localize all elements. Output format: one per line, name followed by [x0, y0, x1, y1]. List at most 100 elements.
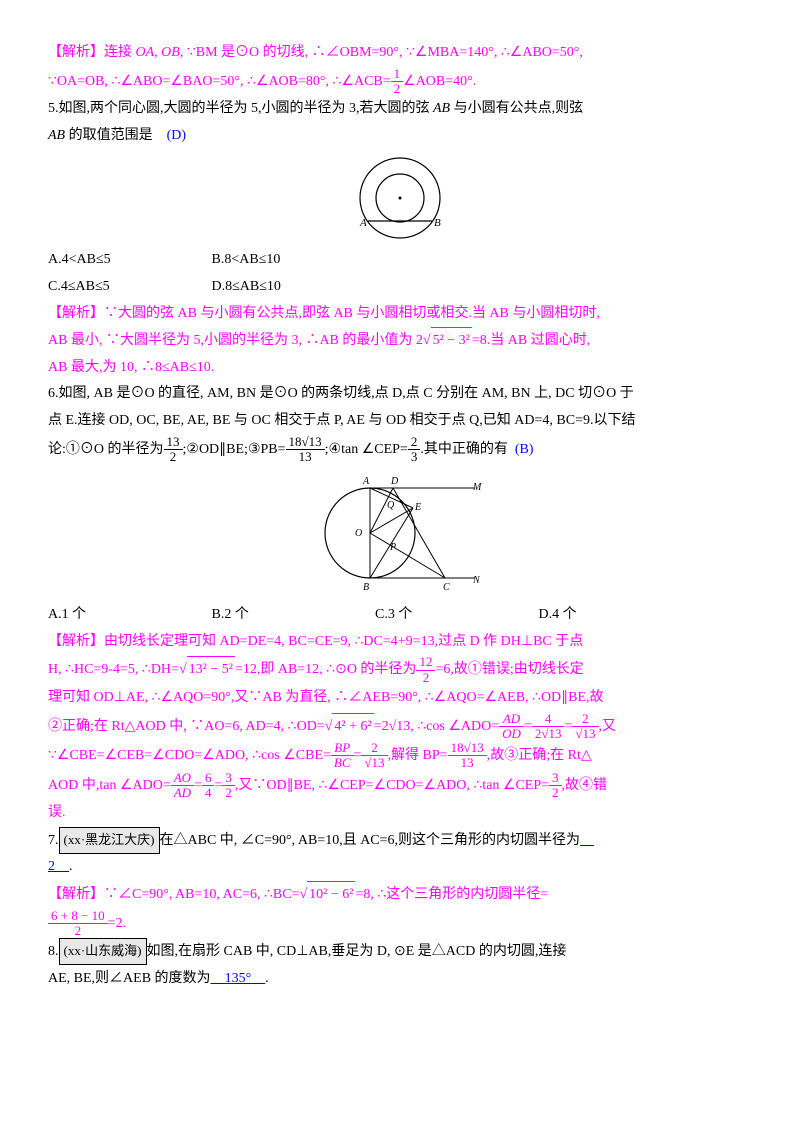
t: ∵∠CBE=∠CEB=∠CDO=∠ADO, ∴cos ∠CBE= [48, 748, 331, 763]
d: AD [171, 786, 194, 800]
q6-s3a: 论:①⊙O 的半径为 [48, 442, 164, 457]
frac: 2√13 [572, 712, 598, 742]
q6-analysis-l7: 误. [48, 800, 752, 827]
t: ②正确;在 Rt△AOD 中, ∵AO=6, AD=4, ∴OD= [48, 719, 325, 734]
t: =6,故①错误;由切线长定 [435, 662, 583, 677]
d: 3 [408, 450, 421, 464]
d: 13 [448, 756, 487, 770]
q4-oa-ob: OA, OB, [136, 45, 187, 60]
q6-stem-l2: 点 E.连接 OD, OC, BE, AE, BE 与 OC 相交于点 P, A… [48, 408, 752, 435]
q6-analysis-l5: ∵∠CBE=∠CEB=∠CDO=∠ADO, ∴cos ∠CBE=BPBC=2√1… [48, 741, 752, 771]
frac: 18√1313 [286, 435, 325, 465]
svg-text:Q: Q [387, 500, 395, 511]
q5-stem-b: 与小圆有公共点,则弦 [450, 101, 583, 116]
svg-text:M: M [472, 482, 482, 493]
sqrt-icon: √4² + 6² [325, 713, 374, 741]
q5-answer: (D) [167, 128, 186, 143]
frac: 32 [222, 771, 235, 801]
q6-opt-c: C.3 个 [375, 602, 535, 629]
svg-text:E: E [414, 502, 421, 513]
q8-stem-a: 如图,在扇形 CAB 中, CD⊥AB,垂足为 D, ⊙E 是△ACD 的内切圆… [147, 944, 567, 959]
frac: 6 + 8 − 102 [48, 909, 108, 939]
q5-opt-b: B.8<AB≤10 [212, 252, 281, 267]
q6-s3c: ;④tan ∠CEP= [325, 442, 408, 457]
n: 18√13 [448, 741, 487, 756]
q4-analysis-line2: ∵OA=OB, ∴∠ABO=∠BAO=50°, ∴∠AOB=80°, ∴∠ACB… [48, 67, 752, 97]
d: OD [499, 727, 524, 741]
n: AO [171, 771, 194, 786]
q4-analysis: 【解析】连接 OA, OB, ∵BM 是⊙O 的切线, ∴∠OBM=90°, ∵… [48, 40, 752, 67]
frac: 64 [202, 771, 215, 801]
q6-analysis-l6: AOD 中,tan ∠ADO=AOAD=64=32,又∵OD∥BE, ∴∠CEP… [48, 771, 752, 801]
d: 2√13 [532, 727, 565, 741]
q4-l2a: ∵OA=OB, ∴∠ABO=∠BAO=50°, ∴∠AOB=80°, ∴∠ACB… [48, 74, 391, 89]
q6-opt-d: D.4 个 [539, 607, 577, 622]
q5-opt-d: D.8≤AB≤10 [212, 279, 281, 294]
t: AOD 中,tan ∠ADO= [48, 778, 171, 793]
q4-text: 连接 [104, 45, 136, 60]
frac: 32 [549, 771, 562, 801]
q6-opt-a: A.1 个 [48, 602, 208, 629]
q7-answer-line: 2 . [48, 854, 752, 881]
eq: = [194, 778, 202, 793]
d: 4 [202, 786, 215, 800]
analysis-prefix: 【解析】 [48, 45, 104, 60]
source-tag: (xx·山东威海) [59, 938, 147, 965]
n: BP [331, 741, 354, 756]
prefix: 【解析】 [48, 306, 104, 321]
sqrt-icon: √10² − 6² [299, 881, 355, 909]
n: 3 [222, 771, 235, 786]
q5-stem-line2: AB 的取值范围是 (D) [48, 123, 752, 150]
sqrt-icon: √13² − 5² [179, 656, 235, 684]
t: =2√13, ∴cos ∠ADO= [374, 719, 499, 734]
eq: = [214, 778, 222, 793]
d: 2 [549, 786, 562, 800]
svg-text:A: A [359, 217, 367, 229]
t: ,故③正确;在 Rt△ [487, 748, 592, 763]
n: 4 [532, 712, 565, 727]
q5-ab: AB [433, 101, 450, 116]
frac: AOAD [171, 771, 194, 801]
n: 2 [361, 741, 387, 756]
q5-a-l1: ∵大圆的弦 AB 与小圆有公共点,即弦 AB 与小圆相切或相交.当 AB 与小圆… [104, 306, 600, 321]
d: 2 [164, 450, 183, 464]
q6-stem-l1: 6.如图, AB 是⊙O 的直径, AM, BN 是⊙O 的两条切线,点 D,点… [48, 381, 752, 408]
q5-stem: 5.如图,两个同心圆,大圆的半径为 5,小圆的半径为 3,若大圆的弦 AB 与小… [48, 96, 752, 123]
frac: BPBC [331, 741, 354, 771]
q7-answer-blank [580, 833, 594, 848]
t: =2. [108, 916, 126, 931]
q5-stem-c: 的取值范围是 [65, 128, 153, 143]
n: 2 [408, 435, 421, 450]
period: . [69, 859, 73, 874]
q8-answer: 135° [225, 971, 252, 986]
q6-opt-b: B.2 个 [212, 602, 372, 629]
frac: 122 [416, 655, 435, 685]
eq: = [524, 719, 532, 734]
n: 3 [549, 771, 562, 786]
t: =8, ∴这个三角形的内切圆半径= [355, 887, 548, 902]
d: √13 [361, 756, 387, 770]
q5-opt-c: C.4≤AB≤5 [48, 274, 208, 301]
prefix: 【解析】 [48, 634, 104, 649]
q6-figure: A D M O Q E P B C N [48, 468, 752, 598]
q6-analysis-l1: 【解析】由切线长定理可知 AD=DE=4, BC=CE=9, ∴DC=4+9=1… [48, 629, 752, 656]
n: 18√13 [286, 435, 325, 450]
q7-stem-a: 在△ABC 中, ∠C=90°, AB=10,且 AC=6,则这个三角形的内切圆… [160, 833, 581, 848]
s: 13² − 5² [187, 656, 235, 684]
n: 6 [202, 771, 215, 786]
n: 13 [164, 435, 183, 450]
t: ,又 [599, 719, 617, 734]
q6-analysis-l2: H, ∴HC=9-4=5, ∴DH=√13² − 5²=12,即 AB=12, … [48, 655, 752, 685]
q6-s3d: .其中正确的有 [420, 442, 508, 457]
frac: 23 [408, 435, 421, 465]
svg-text:P: P [389, 542, 396, 553]
q5-options-row2: C.4≤AB≤5 D.8≤AB≤10 [48, 274, 752, 301]
t: ∵∠C=90°, AB=10, AC=6, ∴BC= [104, 887, 299, 902]
q6-analysis-l3: 理可知 OD⊥AE, ∴∠AQO=90°,又∵AB 为直径, ∴∠AEB=90°… [48, 685, 752, 712]
eq: = [354, 748, 362, 763]
circle-tangent-diagram-icon: A D M O Q E P B C N [315, 468, 485, 598]
d: BC [331, 756, 354, 770]
frac: 18√1313 [448, 741, 487, 771]
svg-text:D: D [390, 476, 399, 487]
q5-figure: A B [48, 153, 752, 243]
